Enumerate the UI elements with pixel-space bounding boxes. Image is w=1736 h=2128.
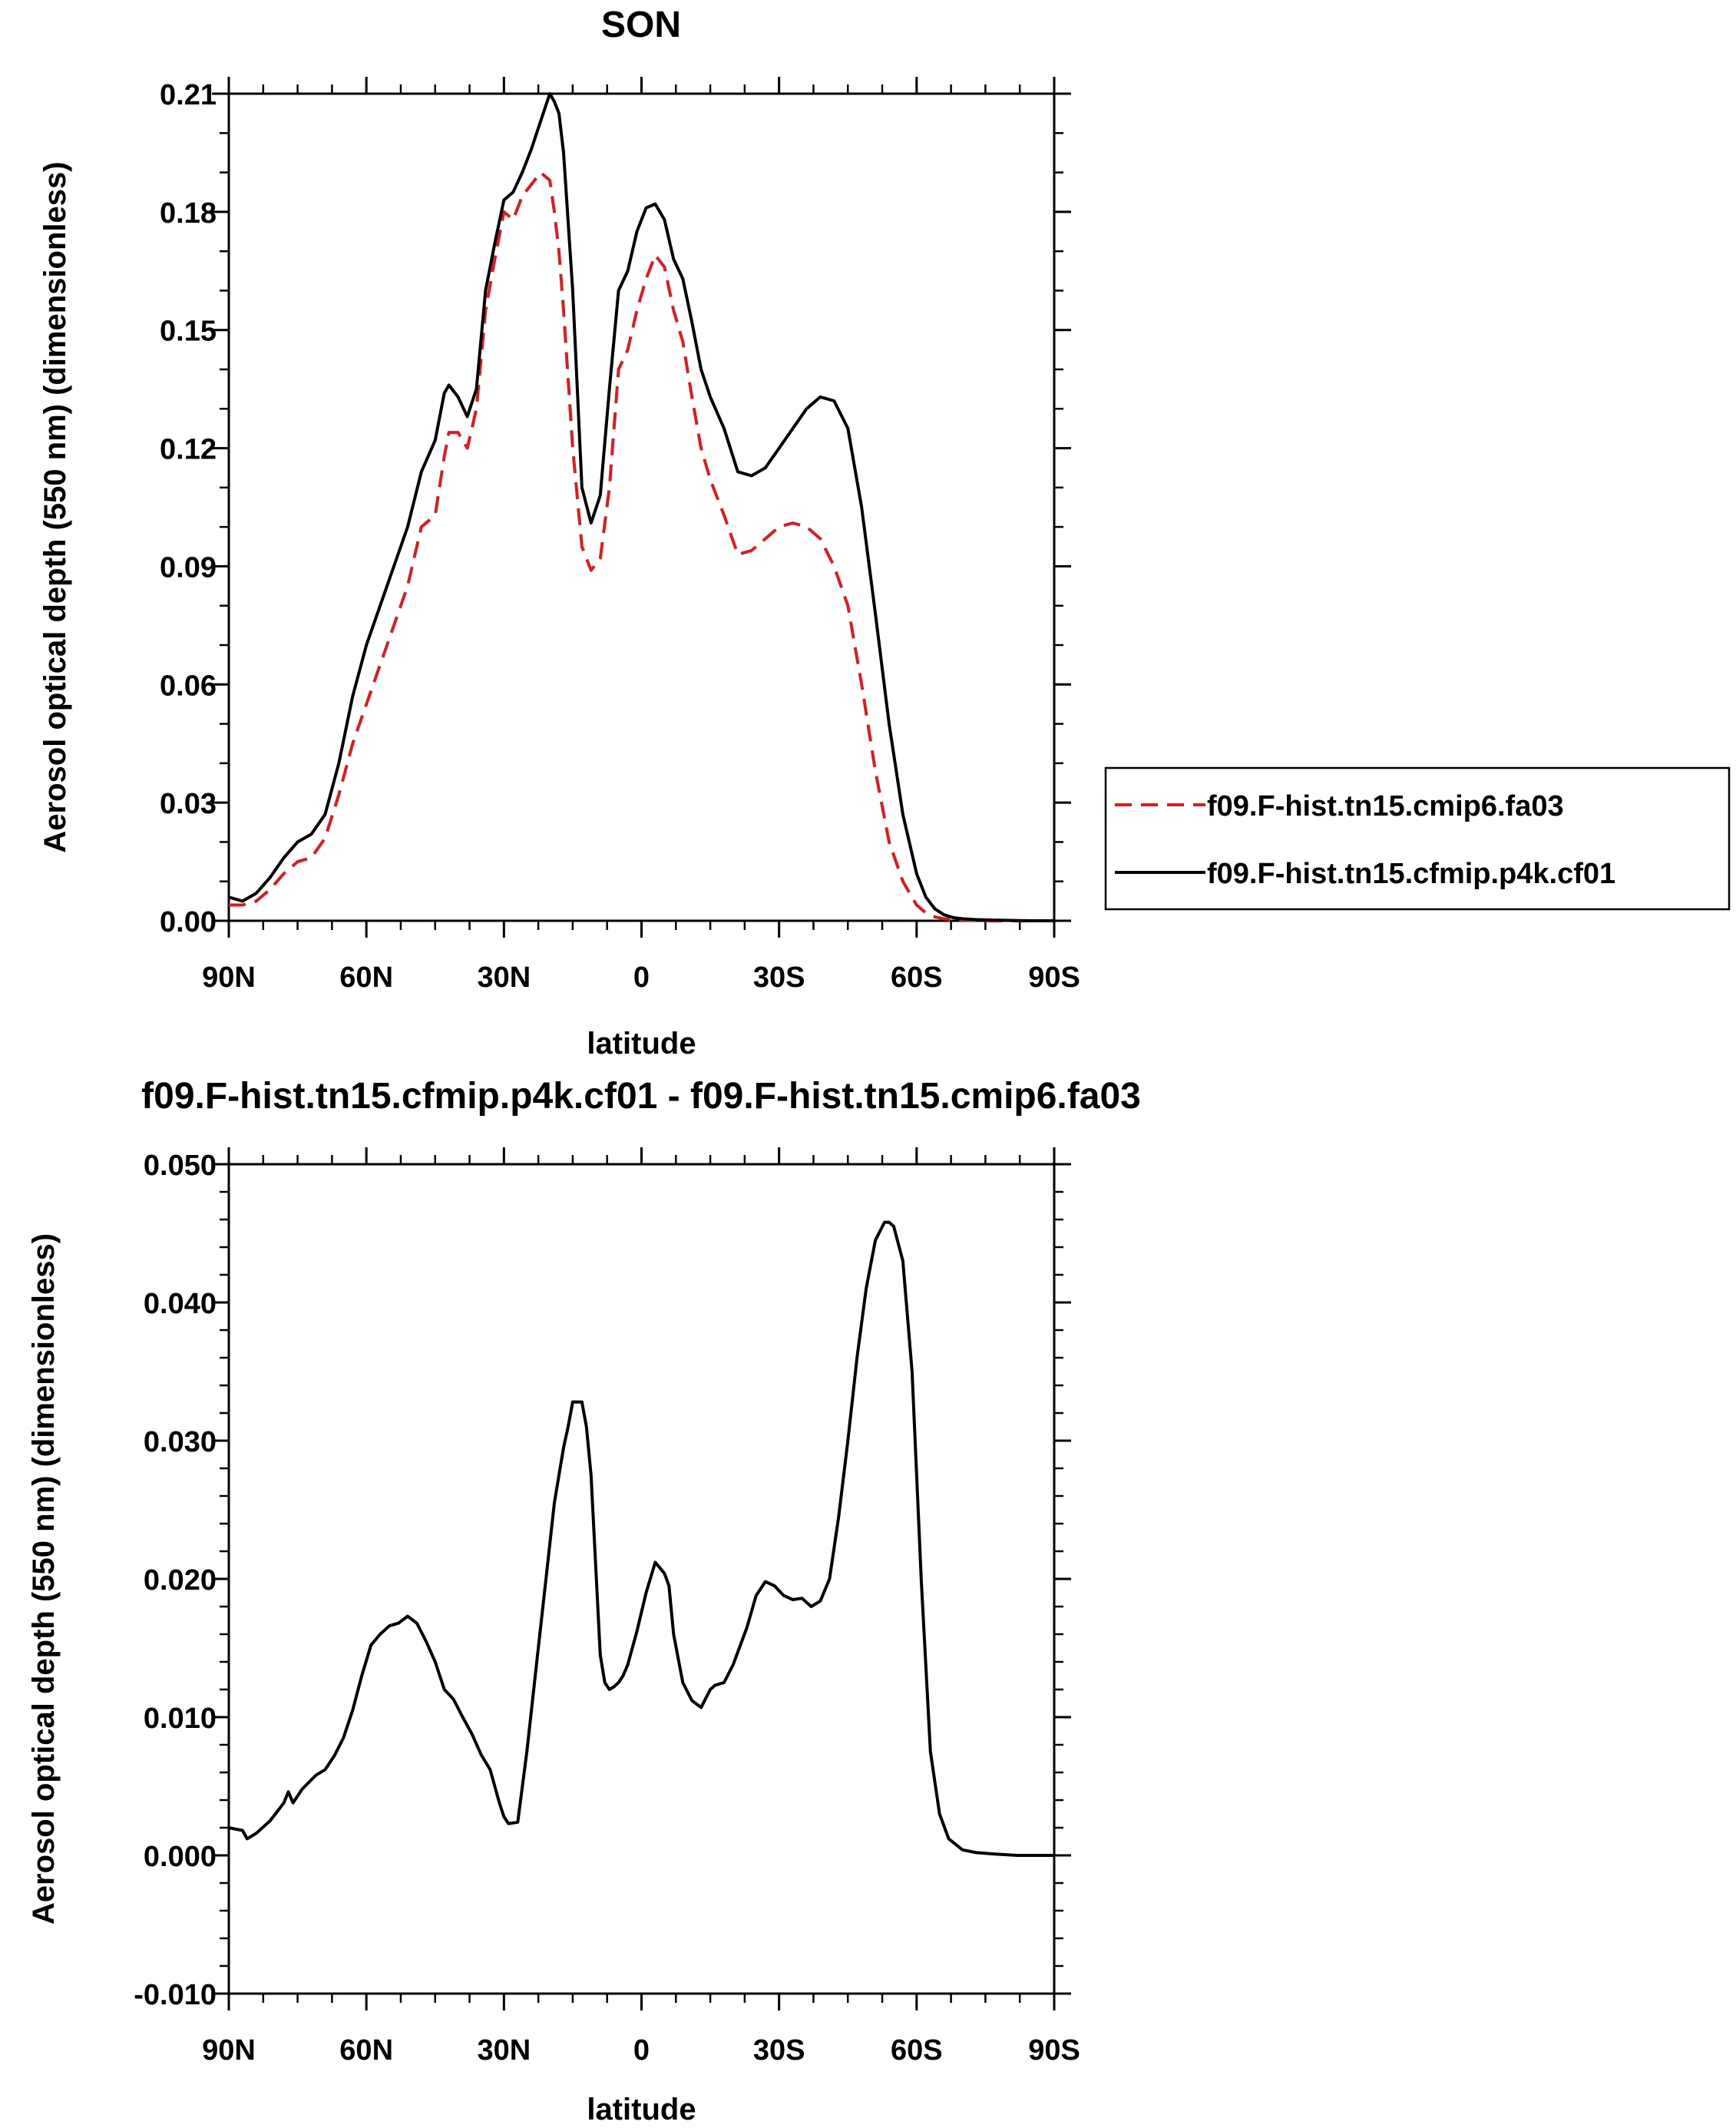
y-tick-label: 0.21 [160, 79, 217, 111]
x-axis-label: latitude [587, 1027, 696, 1061]
y-tick-label: 0.020 [144, 1564, 217, 1597]
chart-title: f09.F-hist.tn15.cfmip.p4k.cf01 - f09.F-h… [141, 1076, 1141, 1117]
plot-frame [227, 1163, 1056, 1995]
x-tick-label: 90N [202, 2034, 256, 2067]
y-tick-label: 0.000 [144, 1841, 217, 1873]
y-tick-label: 0.030 [144, 1426, 217, 1458]
x-tick-label: 30S [753, 2034, 805, 2067]
chart-2: -0.010 0.000 0.010 0.020 0.030 0.040 0.050 90N 6… [27, 1076, 1141, 2126]
x-tick-label: 90N [202, 961, 256, 994]
x-tick-label: 60N [339, 961, 393, 994]
x-tick-label: 30S [753, 961, 805, 994]
series-line-1 [228, 1220, 1054, 1857]
x-tick-label: 0 [633, 2034, 650, 2067]
x-tick-label: 60N [339, 2034, 393, 2067]
y-tick-label: 0.12 [160, 434, 217, 466]
x-axis-label: latitude [587, 2093, 696, 2126]
x-tick-label: 30N [477, 2034, 531, 2067]
legend-box [1104, 766, 1731, 911]
x-tick-label: 90S [1028, 2034, 1080, 2067]
series-line-1 [229, 170, 1054, 922]
y-axis-label: Aerosol optical depth (550 nm) (dimensio… [27, 1233, 61, 1924]
y-axis-label: Aerosol optical depth (550 nm) (dimensio… [38, 161, 72, 852]
y-tick-label: 0.03 [160, 788, 217, 820]
x-tick-label: 60S [891, 2034, 943, 2067]
legend-label-1: f09.F-hist.tn15.cmip6.fa03 [1207, 790, 1564, 822]
y-tick-label: 0.18 [160, 197, 217, 230]
x-tick-label: 60S [891, 961, 943, 994]
y-tick-label: 0.040 [144, 1288, 217, 1320]
chart-title: SON [601, 5, 681, 45]
y-tick-label: 0.050 [144, 1150, 217, 1182]
y-tick-label: 0.00 [160, 906, 217, 938]
y-tick-label: 0.15 [160, 316, 217, 348]
legend: f09.F-hist.tn15.cmip6.fa03 f09.F-hist.tn1… [1104, 766, 1731, 911]
y-tick-label: 0.010 [144, 1703, 217, 1735]
chart-1: 0.00 0.03 0.06 0.09 0.12 0.15 0.18 0.21 90N 60N 30… [38, 5, 1731, 1061]
series-line-2 [228, 92, 1054, 922]
y-tick-label: -0.010 [134, 1979, 217, 2011]
legend-label-2: f09.F-hist.tn15.cfmip.p4k.cf01 [1207, 858, 1615, 890]
x-tick-label: 0 [633, 961, 650, 994]
x-tick-label: 30N [477, 961, 531, 994]
x-tick-label: 90S [1028, 961, 1080, 994]
y-tick-label: 0.06 [160, 670, 217, 702]
y-tick-label: 0.09 [160, 551, 217, 584]
